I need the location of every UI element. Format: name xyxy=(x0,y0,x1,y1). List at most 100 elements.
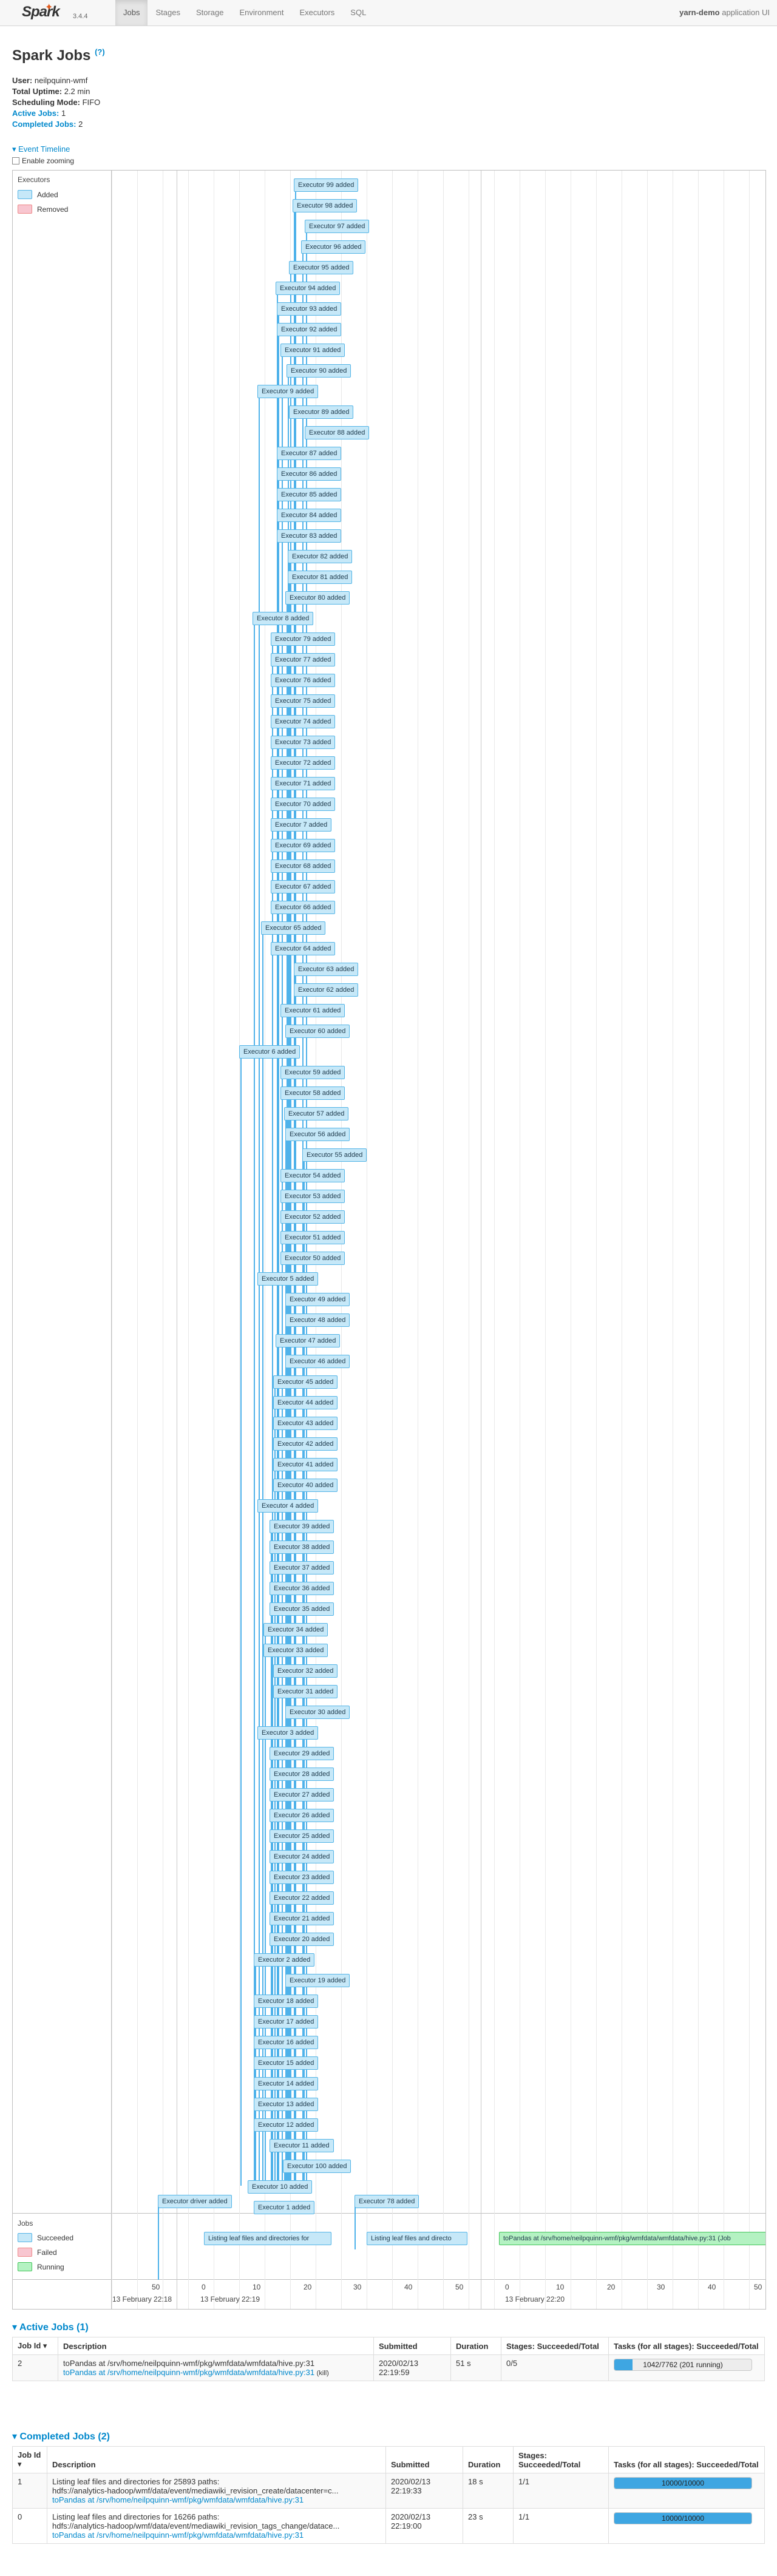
executor-added-event[interactable]: Executor 49 added xyxy=(285,1293,350,1306)
executor-added-event[interactable]: Executor 67 added xyxy=(271,880,336,893)
executor-added-event[interactable]: Executor 15 added xyxy=(254,2056,319,2070)
executor-added-event[interactable]: Executor 36 added xyxy=(270,1582,334,1595)
executor-added-event[interactable]: Executor 64 added xyxy=(271,942,336,955)
executor-added-event[interactable]: Executor 66 added xyxy=(271,901,336,914)
executor-added-event[interactable]: Executor 50 added xyxy=(280,1252,345,1265)
active-jobs-link[interactable]: Active Jobs: xyxy=(12,109,59,118)
executor-added-event[interactable]: Executor 9 added xyxy=(257,385,319,398)
executor-added-event[interactable]: Executor 99 added xyxy=(294,178,359,192)
executor-added-event[interactable]: Executor 95 added xyxy=(289,261,354,274)
tab-sql[interactable]: SQL xyxy=(350,8,367,17)
executor-added-event[interactable]: Executor 92 added xyxy=(277,323,342,336)
executor-added-event[interactable]: Executor 71 added xyxy=(271,777,336,790)
executor-added-event[interactable]: Executor 32 added xyxy=(273,1664,338,1678)
job-bar[interactable]: Listing leaf files and directo xyxy=(367,2232,467,2245)
job-bar[interactable]: toPandas at /srv/home/neilpquinn-wmf/pkg… xyxy=(499,2232,765,2245)
job-desc-link[interactable]: toPandas at /srv/home/neilpquinn-wmf/pkg… xyxy=(63,2368,315,2377)
executor-added-event[interactable]: Executor 11 added xyxy=(270,2139,334,2152)
executor-added-event[interactable]: Executor 80 added xyxy=(285,591,350,605)
tab-stages[interactable]: Stages xyxy=(155,8,180,17)
executor-added-event[interactable]: Executor 54 added xyxy=(280,1169,345,1182)
job-bar[interactable]: Listing leaf files and directories for xyxy=(204,2232,331,2245)
executor-added-event[interactable]: Executor 65 added xyxy=(261,921,326,935)
event-timeline[interactable]: Executors Added Removed Jobs Succeeded F… xyxy=(12,170,766,2310)
executor-added-event[interactable]: Executor 63 added xyxy=(294,963,359,976)
executor-added-event[interactable]: Executor 37 added xyxy=(270,1561,334,1574)
executor-added-event[interactable]: Executor 18 added xyxy=(254,1995,319,2008)
col-description[interactable]: Description xyxy=(47,2446,386,2473)
event-timeline-toggle[interactable]: ▾ Event Timeline xyxy=(12,144,70,154)
executor-added-event[interactable]: Executor 97 added xyxy=(305,220,370,233)
executor-added-event[interactable]: Executor 12 added xyxy=(254,2118,319,2132)
executor-added-event[interactable]: Executor 70 added xyxy=(271,798,336,811)
executor-added-event[interactable]: Executor 77 added xyxy=(271,653,336,666)
executor-added-event[interactable]: Executor 55 added xyxy=(302,1148,367,1162)
executor-added-event[interactable]: Executor 100 added xyxy=(283,2160,351,2173)
executor-added-event[interactable]: Executor 91 added xyxy=(280,344,345,357)
col-duration[interactable]: Duration xyxy=(450,2337,501,2355)
executor-added-event[interactable]: Executor 6 added xyxy=(239,1045,300,1059)
executor-added-event[interactable]: Executor 17 added xyxy=(254,2015,319,2029)
executor-added-event[interactable]: Executor 33 added xyxy=(263,1644,328,1657)
col-duration[interactable]: Duration xyxy=(463,2446,514,2473)
executor-added-event[interactable]: Executor 61 added xyxy=(280,1004,345,1017)
col-stages[interactable]: Stages: Succeeded/Total xyxy=(501,2337,609,2355)
tab-environment[interactable]: Environment xyxy=(239,8,284,17)
executor-added-event[interactable]: Executor 1 added xyxy=(254,2201,315,2214)
executor-added-event[interactable]: Executor 30 added xyxy=(285,1706,350,1719)
executor-added-event[interactable]: Executor 14 added xyxy=(254,2077,319,2090)
timeline-plot[interactable]: Executor 99 added Executor 98 added Execut… xyxy=(112,171,765,2309)
executor-added-event[interactable]: Executor 16 added xyxy=(254,2036,319,2049)
active-jobs-title[interactable]: ▾ Active Jobs (1) xyxy=(12,2322,89,2333)
executor-added-event[interactable]: Executor 43 added xyxy=(273,1417,338,1430)
executor-added-event[interactable]: Executor 89 added xyxy=(289,405,354,419)
col-description[interactable]: Description xyxy=(58,2337,374,2355)
executor-added-event[interactable]: Executor 46 added xyxy=(285,1355,350,1368)
executor-added-event[interactable]: Executor 96 added xyxy=(301,240,366,254)
executor-added-event[interactable]: Executor 45 added xyxy=(273,1375,338,1389)
executor-added-event[interactable]: Executor 57 added xyxy=(284,1107,349,1120)
executor-added-event[interactable]: Executor 76 added xyxy=(271,674,336,687)
executor-added-event[interactable]: Executor 24 added xyxy=(270,1850,334,1863)
help-link[interactable]: (?) xyxy=(95,47,105,56)
executor-added-event[interactable]: Executor 19 added xyxy=(285,1974,350,1987)
col-stages[interactable]: Stages: Succeeded/Total xyxy=(513,2446,609,2473)
executor-added-event[interactable]: Executor 59 added xyxy=(280,1066,345,1079)
executor-added-event[interactable]: Executor 86 added xyxy=(277,467,342,481)
executor-added-event[interactable]: Executor 52 added xyxy=(280,1210,345,1224)
col-submitted[interactable]: Submitted xyxy=(385,2446,463,2473)
completed-jobs-title[interactable]: ▾ Completed Jobs (2) xyxy=(12,2432,110,2442)
executor-added-event[interactable]: Executor 75 added xyxy=(271,694,336,708)
executor-added-event[interactable]: Executor 51 added xyxy=(280,1231,345,1244)
executor-added-event[interactable]: Executor 3 added xyxy=(257,1726,319,1740)
zoom-control[interactable]: Enable zooming xyxy=(12,157,74,165)
executor-added-event[interactable]: Executor 10 added xyxy=(248,2180,313,2194)
executor-added-event[interactable]: Executor 20 added xyxy=(270,1933,334,1946)
executor-added-event[interactable]: Executor 27 added xyxy=(270,1788,334,1802)
executor-added-event[interactable]: Executor 31 added xyxy=(273,1685,338,1698)
executor-added-event[interactable]: Executor 48 added xyxy=(285,1313,350,1327)
executor-added-event[interactable]: Executor 60 added xyxy=(285,1025,350,1038)
executor-added-event[interactable]: Executor 7 added xyxy=(271,818,332,832)
executor-added-event[interactable]: Executor 4 added xyxy=(257,1499,319,1513)
executor-added-event[interactable]: Executor 42 added xyxy=(273,1437,338,1451)
executor-driver-added-event[interactable]: Executor driver added xyxy=(158,2195,232,2208)
col-tasks[interactable]: Tasks (for all stages): Succeeded/Total xyxy=(608,2337,765,2355)
col-job-id[interactable]: Job Id ▾ xyxy=(12,2337,58,2355)
executor-added-event[interactable]: Executor 58 added xyxy=(280,1086,345,1100)
job-desc-link[interactable]: toPandas at /srv/home/neilpquinn-wmf/pkg… xyxy=(52,2530,304,2540)
executor-added-event[interactable]: Executor 13 added xyxy=(254,2098,319,2111)
executor-added-event[interactable]: Executor 41 added xyxy=(273,1458,338,1471)
executor-78-added-event[interactable]: Executor 78 added xyxy=(355,2195,419,2208)
executor-added-event[interactable]: Executor 26 added xyxy=(270,1809,334,1822)
executor-added-event[interactable]: Executor 44 added xyxy=(273,1396,338,1409)
executor-added-event[interactable]: Executor 68 added xyxy=(271,859,336,873)
executor-added-event[interactable]: Executor 81 added xyxy=(288,571,353,584)
executor-added-event[interactable]: Executor 39 added xyxy=(270,1520,334,1533)
executor-added-event[interactable]: Executor 21 added xyxy=(270,1912,334,1925)
tab-jobs[interactable]: Jobs xyxy=(115,0,148,25)
executor-added-event[interactable]: Executor 83 added xyxy=(277,529,342,543)
executor-added-event[interactable]: Executor 88 added xyxy=(305,426,370,439)
executor-added-event[interactable]: Executor 94 added xyxy=(276,282,341,295)
executor-added-event[interactable]: Executor 93 added xyxy=(277,302,342,316)
